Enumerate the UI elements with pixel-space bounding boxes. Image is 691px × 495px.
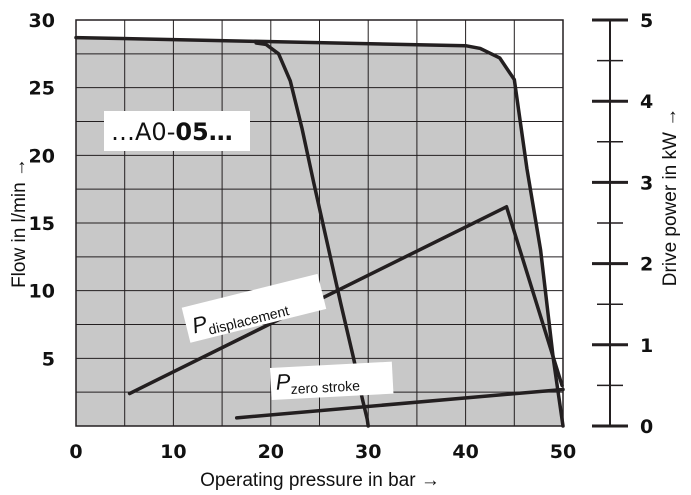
p-displacement-label-box [181, 273, 327, 343]
p-zero-stroke-label-text: Pzero stroke [275, 365, 360, 397]
y2-axis-title: Drive power in kW → [660, 108, 681, 286]
p-displacement-line [127, 205, 564, 396]
model-label-text: …A0-05… [111, 118, 233, 146]
p-zero-stroke-line [234, 387, 565, 420]
model-label-bold: 05… [175, 118, 232, 146]
series-lines [74, 35, 565, 428]
y2-tick-label: 3 [640, 172, 653, 194]
y-tick-label: 30 [29, 10, 55, 32]
plot-frame [75, 19, 564, 427]
x-tick-label: 20 [258, 441, 284, 463]
model-label-box [104, 111, 250, 151]
flow-envelope-line [74, 35, 565, 428]
x-axis-ticks: 0 10 20 30 40 50 [69, 441, 576, 463]
x-axis-title: Operating pressure in bar → [200, 470, 440, 491]
y2-tick-label: 0 [640, 416, 653, 438]
y2-tick-label: 4 [640, 91, 653, 113]
y2-tick-label: 5 [640, 10, 653, 32]
x-tick-label: 30 [355, 441, 381, 463]
y-tick-label: 5 [42, 348, 55, 370]
p-zero-stroke-label: Pzero stroke [269, 361, 394, 400]
p-displacement-main: P [189, 310, 210, 338]
y-axis-ticks: 30 25 20 15 10 5 [29, 10, 55, 370]
y2-tick-label: 2 [640, 254, 653, 276]
y-axis-title: Flow in l/min → [9, 158, 30, 288]
y-tick-label: 15 [29, 213, 55, 235]
p-zero-stroke-main: P [275, 369, 291, 395]
x-tick-label: 0 [69, 441, 82, 463]
model-label: …A0-05… [104, 111, 250, 151]
y-tick-label: 10 [29, 281, 55, 303]
flow-inner-line [254, 41, 370, 428]
x-tick-label: 10 [160, 441, 186, 463]
y2-axis-ticks: 5 4 3 2 1 0 [592, 10, 653, 438]
p-zero-stroke-sub: zero stroke [290, 377, 360, 397]
y-tick-label: 20 [29, 145, 55, 167]
x-tick-label: 50 [550, 441, 576, 463]
y-tick-label: 25 [29, 78, 55, 100]
model-label-prefix: …A0- [111, 118, 175, 146]
y2-tick-label: 1 [640, 335, 653, 357]
x-tick-label: 40 [452, 441, 478, 463]
p-zero-stroke-label-box [269, 361, 394, 400]
